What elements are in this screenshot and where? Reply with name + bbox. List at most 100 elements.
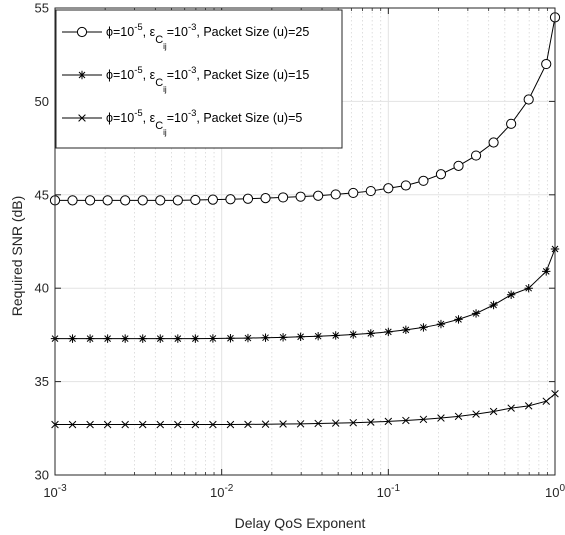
x-tick-label: 100	[545, 483, 565, 500]
x-marker	[437, 414, 445, 422]
x-marker	[121, 420, 129, 429]
asterisk-marker	[331, 331, 340, 340]
legend-label: ϕ=10-5, εCij=10-3, Packet Size (u)=25	[106, 22, 309, 51]
legend-eps-sub: C	[155, 120, 163, 132]
x-marker	[244, 420, 252, 429]
asterisk-marker	[278, 333, 288, 342]
circle-marker	[207, 194, 218, 205]
x-marker	[402, 416, 410, 425]
asterisk-marker	[296, 332, 305, 341]
circle-marker	[225, 194, 236, 205]
x-marker	[314, 419, 322, 428]
x-tick-exponent: -3	[58, 483, 67, 494]
x-tick-base: 10	[43, 485, 57, 500]
y-tick-label: 30	[35, 468, 49, 483]
asterisk-marker	[384, 327, 393, 337]
x-marker	[279, 420, 287, 428]
x-tick-base: 10	[545, 485, 559, 500]
circle-marker	[418, 175, 429, 186]
legend-entry: ϕ=10-5, εCij=10-3, Packet Size (u)=5	[62, 108, 302, 137]
asterisk-marker	[68, 334, 77, 343]
legend-eps-subsub: ij	[163, 42, 167, 51]
circle-marker	[383, 183, 394, 194]
series-layer	[49, 12, 561, 429]
series-u25	[49, 12, 561, 206]
asterisk-marker	[524, 284, 533, 293]
x-marker	[384, 417, 393, 426]
asterisk-marker	[366, 329, 375, 338]
legend-phi: ϕ=10	[106, 68, 134, 82]
axes-box	[54, 7, 556, 476]
asterisk-marker	[471, 309, 481, 318]
asterisk-marker	[261, 333, 270, 342]
x-marker	[226, 420, 235, 429]
legend-eps-val: =10	[167, 68, 188, 82]
asterisk-marker	[191, 334, 200, 343]
circle-marker	[523, 94, 534, 105]
circle-marker	[313, 190, 324, 201]
legend-label: ϕ=10-5, εCij=10-3, Packet Size (u)=5	[106, 108, 302, 137]
circle-marker	[348, 187, 359, 199]
x-tick-label: 10-1	[377, 483, 401, 500]
asterisk-marker	[349, 330, 358, 339]
x-tick-exponent: 0	[559, 483, 565, 494]
x-marker	[524, 402, 533, 410]
circle-marker	[190, 194, 201, 206]
legend-phi: ϕ=10	[106, 25, 134, 39]
asterisk-marker	[103, 334, 112, 343]
legend-eps-subsub: ij	[163, 85, 167, 94]
x-axis-label: Delay QoS Exponent	[235, 515, 366, 531]
circle-marker	[470, 150, 482, 161]
asterisk-marker	[120, 334, 130, 343]
circle-marker	[120, 195, 131, 206]
legend: ϕ=10-5, εCij=10-3, Packet Size (u)=25ϕ=1…	[55, 9, 343, 149]
circle-marker	[155, 195, 166, 206]
circle-marker	[400, 180, 411, 191]
asterisk-marker	[436, 319, 446, 329]
legend-entry: ϕ=10-5, εCij=10-3, Packet Size (u)=25	[62, 22, 309, 51]
legend-eps-sub: C	[155, 34, 163, 46]
asterisk-marker	[313, 332, 323, 341]
circle-marker	[295, 191, 306, 202]
asterisk-marker	[156, 334, 165, 343]
x-marker	[174, 420, 182, 429]
x-marker	[138, 420, 147, 429]
legend-tail: , Packet Size (u)=15	[196, 68, 309, 82]
legend-eps: , ε	[143, 25, 156, 39]
asterisk-marker	[138, 334, 147, 343]
x-tick-exponent: -1	[391, 483, 400, 494]
circle-marker	[137, 195, 148, 206]
asterisk-marker	[77, 70, 87, 80]
circle-marker	[102, 195, 113, 206]
legend-entry: ϕ=10-5, εCij=10-3, Packet Size (u)=15	[62, 65, 309, 94]
legend-eps-exp: -3	[188, 108, 196, 119]
circle-marker	[506, 118, 517, 129]
legend-tail: , Packet Size (u)=5	[196, 111, 302, 125]
legend-phi-exp: -5	[134, 108, 142, 119]
legend-phi-exp: -5	[134, 65, 142, 76]
series-line-u5	[55, 393, 556, 426]
asterisk-marker	[506, 290, 516, 299]
legend-phi-exp: -5	[134, 22, 142, 33]
asterisk-marker	[85, 334, 95, 343]
y-tick-label: 55	[35, 1, 49, 16]
x-marker	[78, 114, 86, 122]
legend-eps: , ε	[143, 68, 156, 82]
x-marker	[419, 415, 428, 424]
x-marker	[472, 410, 480, 418]
legend-phi: ϕ=10	[106, 111, 134, 125]
x-marker	[331, 419, 340, 427]
legend-eps-sub: C	[155, 77, 163, 89]
x-marker	[507, 404, 515, 412]
x-marker	[489, 407, 498, 416]
asterisk-marker	[401, 325, 411, 335]
circle-marker	[435, 169, 447, 180]
x-tick-base: 10	[377, 485, 391, 500]
x-marker	[103, 420, 112, 429]
x-marker	[542, 397, 550, 405]
circle-marker	[76, 26, 88, 38]
asterisk-marker	[454, 315, 463, 324]
x-marker	[261, 420, 270, 428]
circle-marker	[260, 193, 271, 204]
